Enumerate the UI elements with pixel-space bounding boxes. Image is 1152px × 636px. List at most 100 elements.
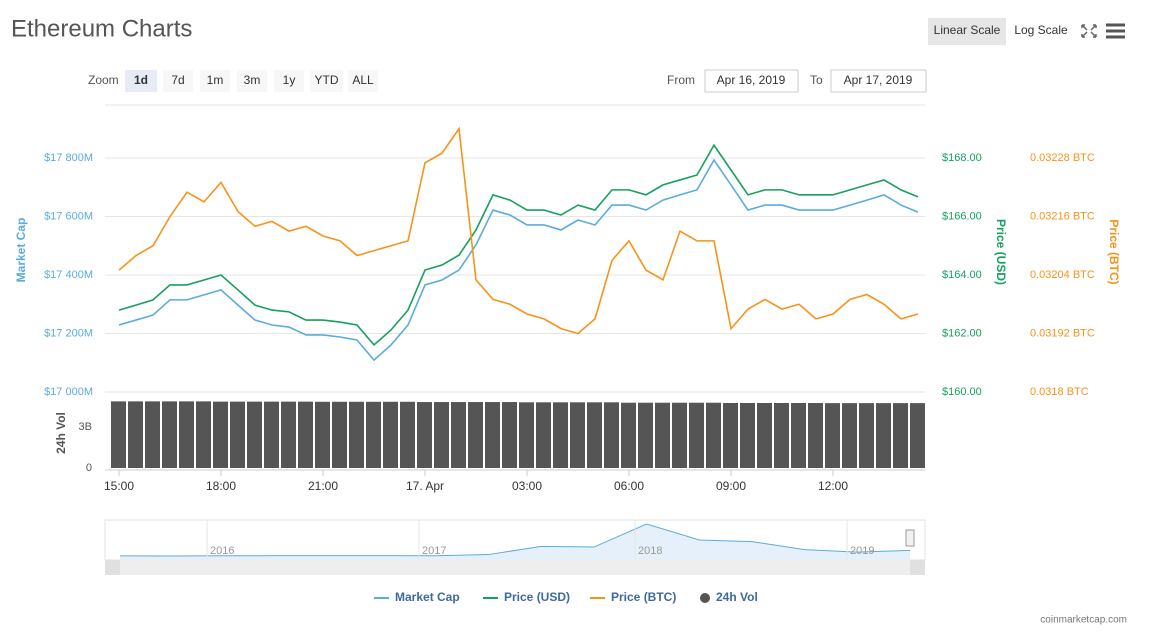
vol-bar	[621, 402, 636, 468]
y3-tick-label: 0.03228 BTC	[1030, 152, 1095, 164]
menu-icon[interactable]	[1106, 23, 1125, 39]
to-label: To	[810, 73, 823, 87]
vol-bar	[451, 402, 466, 468]
vol-bar	[604, 402, 619, 468]
zoom-button-bg[interactable]	[125, 70, 157, 92]
zoom-button-bg[interactable]	[274, 70, 304, 92]
vol-bar	[740, 402, 755, 468]
vol-bar	[757, 402, 772, 468]
zoom-button-bg[interactable]	[200, 70, 230, 92]
vol-bar	[230, 401, 245, 468]
x-tick-label: 15:00	[104, 479, 134, 493]
zoom-button[interactable]: 1d	[134, 73, 148, 87]
x-tick-label: 09:00	[716, 479, 746, 493]
fullscreen-icon[interactable]	[1081, 24, 1097, 38]
vol-bar	[162, 401, 177, 468]
scale-button-bg[interactable]	[928, 18, 1006, 45]
legend-label[interactable]: Price (BTC)	[611, 590, 676, 604]
vol-bar	[893, 403, 908, 468]
zoom-button[interactable]: 3m	[244, 73, 261, 87]
y3-axis-title: Price (BTC)	[1107, 219, 1121, 284]
y2-tick-label: $164.00	[942, 269, 982, 281]
x-tick-label: 12:00	[818, 479, 848, 493]
vol-bar	[774, 402, 789, 468]
y-tick-label: $17 400M	[44, 269, 93, 281]
vol-bar	[298, 401, 313, 468]
credit: coinmarketcap.com	[1040, 615, 1127, 626]
vol-bar	[859, 403, 874, 468]
navigator-handle[interactable]	[905, 529, 915, 547]
zoom-button-bg[interactable]	[348, 70, 378, 92]
zoom-button-bg[interactable]	[310, 70, 343, 92]
zoom-button[interactable]: 1y	[283, 73, 296, 87]
y2-tick-label: $162.00	[942, 327, 982, 339]
vol-bar	[536, 402, 551, 468]
scale-button[interactable]: Linear Scale	[934, 23, 1001, 37]
vol-bar	[587, 402, 602, 468]
x-tick-label: 21:00	[308, 479, 338, 493]
series-line	[118, 126, 919, 335]
from-value[interactable]: Apr 16, 2019	[717, 73, 786, 87]
vol-bar	[196, 401, 211, 468]
y3-tick-label: 0.0318 BTC	[1030, 386, 1089, 398]
vol-bar	[247, 401, 262, 468]
from-input[interactable]	[704, 69, 799, 93]
vol-bar	[468, 402, 483, 468]
vol-bar	[213, 401, 228, 468]
vol-bar	[706, 402, 721, 468]
series-line	[118, 158, 919, 362]
vol-bar	[723, 402, 738, 468]
legend-marker[interactable]	[700, 593, 710, 603]
navigator-label: 2018	[638, 545, 662, 557]
series-line	[118, 143, 919, 347]
vol-bar	[145, 401, 160, 468]
vol-bar	[825, 403, 840, 468]
y2-tick-label: $166.00	[942, 210, 982, 222]
y-tick-label: $17 200M	[44, 327, 93, 339]
vol-bar	[366, 401, 381, 468]
vol-bar	[553, 402, 568, 468]
zoom-button[interactable]: YTD	[315, 73, 339, 87]
vol-bar	[400, 401, 415, 468]
zoom-button-bg[interactable]	[237, 70, 267, 92]
vol-bar	[808, 402, 823, 468]
vol-bar	[434, 402, 449, 468]
zoom-label: Zoom	[88, 73, 119, 87]
vol-bar	[519, 402, 534, 468]
legend-label[interactable]: Price (USD)	[504, 590, 570, 604]
vol-bar	[281, 401, 296, 468]
vol-bar	[417, 402, 432, 468]
x-tick-label: 18:00	[206, 479, 236, 493]
y2-axis-title: Price (USD)	[994, 219, 1008, 285]
y3-tick-label: 0.03192 BTC	[1030, 327, 1095, 339]
zoom-button[interactable]: ALL	[352, 73, 374, 87]
vol-bar	[502, 402, 517, 468]
zoom-button[interactable]: 1m	[207, 73, 224, 87]
y2-tick-label: $160.00	[942, 386, 982, 398]
scroll-right[interactable]	[910, 560, 925, 575]
y-axis-title: Market Cap	[14, 218, 28, 283]
vol-bar	[332, 401, 347, 468]
to-input[interactable]	[830, 69, 927, 93]
vol-bar	[672, 402, 687, 468]
scroll-left[interactable]	[105, 560, 120, 575]
vol-bar	[791, 402, 806, 468]
vol-bar	[179, 401, 194, 468]
vol-bar	[570, 402, 585, 468]
vol-bar	[383, 401, 398, 468]
y3-tick-label: 0.03204 BTC	[1030, 269, 1095, 281]
legend-label[interactable]: Market Cap	[395, 590, 460, 604]
chart-title: Ethereum Charts	[11, 15, 192, 42]
to-value[interactable]: Apr 17, 2019	[844, 73, 913, 87]
scale-button[interactable]: Log Scale	[1014, 23, 1068, 37]
legend-label[interactable]: 24h Vol	[716, 590, 758, 604]
vol-bar	[485, 402, 500, 468]
vol-axis-title: 24h Vol	[54, 412, 68, 454]
vol-bar	[655, 402, 670, 468]
vol-bar	[910, 403, 925, 468]
zoom-button[interactable]: 7d	[171, 73, 184, 87]
y-tick-label: $17 600M	[44, 210, 93, 222]
scrollbar[interactable]	[105, 560, 925, 575]
zoom-button-bg[interactable]	[163, 70, 193, 92]
